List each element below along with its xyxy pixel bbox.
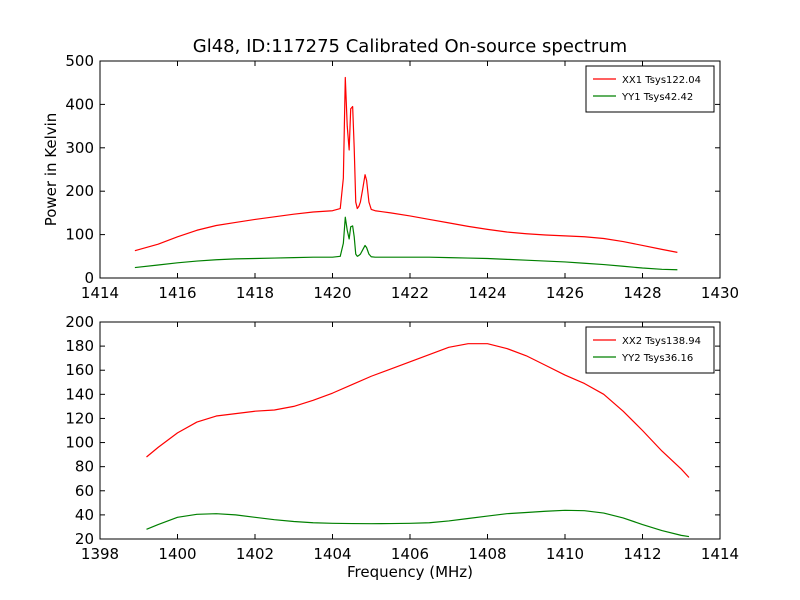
bottom-x-tick-label: 1404 (313, 545, 351, 563)
top-legend: XX1 Tsys122.04 YY1 Tsys42.42 (585, 65, 715, 113)
bottom-series-line-1 (146, 509, 690, 538)
top-x-tick-label: 1414 (81, 284, 119, 302)
bottom-legend: XX2 Tsys138.94 YY2 Tsys36.16 (585, 326, 715, 374)
top-series-line-0 (134, 76, 678, 253)
bottom-y-tick-label: 60 (75, 482, 94, 500)
top-y-tick-label: 100 (65, 226, 94, 244)
bottom-x-tick-label: 1414 (701, 545, 739, 563)
bottom-x-tick-label: 1410 (546, 545, 584, 563)
bottom-x-tick-label: 1406 (391, 545, 429, 563)
bottom-legend-box (585, 326, 715, 374)
bottom-y-tick-label: 160 (65, 361, 94, 379)
bottom-x-tick-label: 1402 (236, 545, 274, 563)
bottom-series-line-0 (146, 343, 690, 478)
top-y-tick-label: 500 (65, 52, 94, 70)
bottom-y-tick-label: 20 (75, 530, 94, 548)
bottom-y-tick-label: 180 (65, 337, 94, 355)
bottom-x-axis-label: Frequency (MHz) (347, 563, 473, 581)
bottom-spectrum-plot: 1398 1400 1402 1404 1406 1408 1410 1412 1414 20 40… (65, 313, 739, 581)
top-x-tick-label: 1416 (158, 284, 196, 302)
figure-title: Gl48, ID:117275 Calibrated On-source spe… (193, 36, 627, 57)
top-y-tick-label: 300 (65, 139, 94, 157)
top-y-tick-label: 400 (65, 95, 94, 113)
top-x-tick-label: 1420 (313, 284, 351, 302)
top-x-tick-label: 1418 (236, 284, 274, 302)
bottom-legend-label-1: YY2 Tsys36.16 (621, 353, 693, 364)
bottom-x-tick-label: 1408 (468, 545, 506, 563)
bottom-x-tick-label: 1412 (623, 545, 661, 563)
top-legend-box (585, 65, 715, 113)
top-x-tick-label: 1428 (623, 284, 661, 302)
bottom-y-tick-label: 80 (75, 458, 94, 476)
bottom-y-tick-label: 140 (65, 385, 94, 403)
bottom-x-tick-label: 1400 (158, 545, 196, 563)
top-x-tick-label: 1424 (468, 284, 506, 302)
bottom-y-tick-label: 200 (65, 313, 94, 331)
top-y-tick-label: 200 (65, 182, 94, 200)
top-x-tick-label: 1422 (391, 284, 429, 302)
top-legend-label-0: XX1 Tsys122.04 (622, 75, 701, 86)
top-x-tick-label: 1430 (701, 284, 739, 302)
bottom-y-tick-label: 120 (65, 409, 94, 427)
bottom-x-tick-label: 1398 (81, 545, 119, 563)
top-legend-label-1: YY1 Tsys42.42 (621, 92, 693, 103)
bottom-y-tick-label: 100 (65, 434, 94, 452)
top-y-tick-label: 0 (84, 269, 94, 287)
top-series-line-1 (134, 216, 678, 271)
top-y-axis-label: Power in Kelvin (42, 113, 60, 227)
bottom-y-tick-label: 40 (75, 506, 94, 524)
top-x-tick-label: 1426 (546, 284, 584, 302)
top-spectrum-plot: 1414 1416 1418 1420 1422 1424 1426 1428 1430 0 100… (42, 52, 739, 302)
bottom-legend-label-0: XX2 Tsys138.94 (622, 336, 701, 347)
